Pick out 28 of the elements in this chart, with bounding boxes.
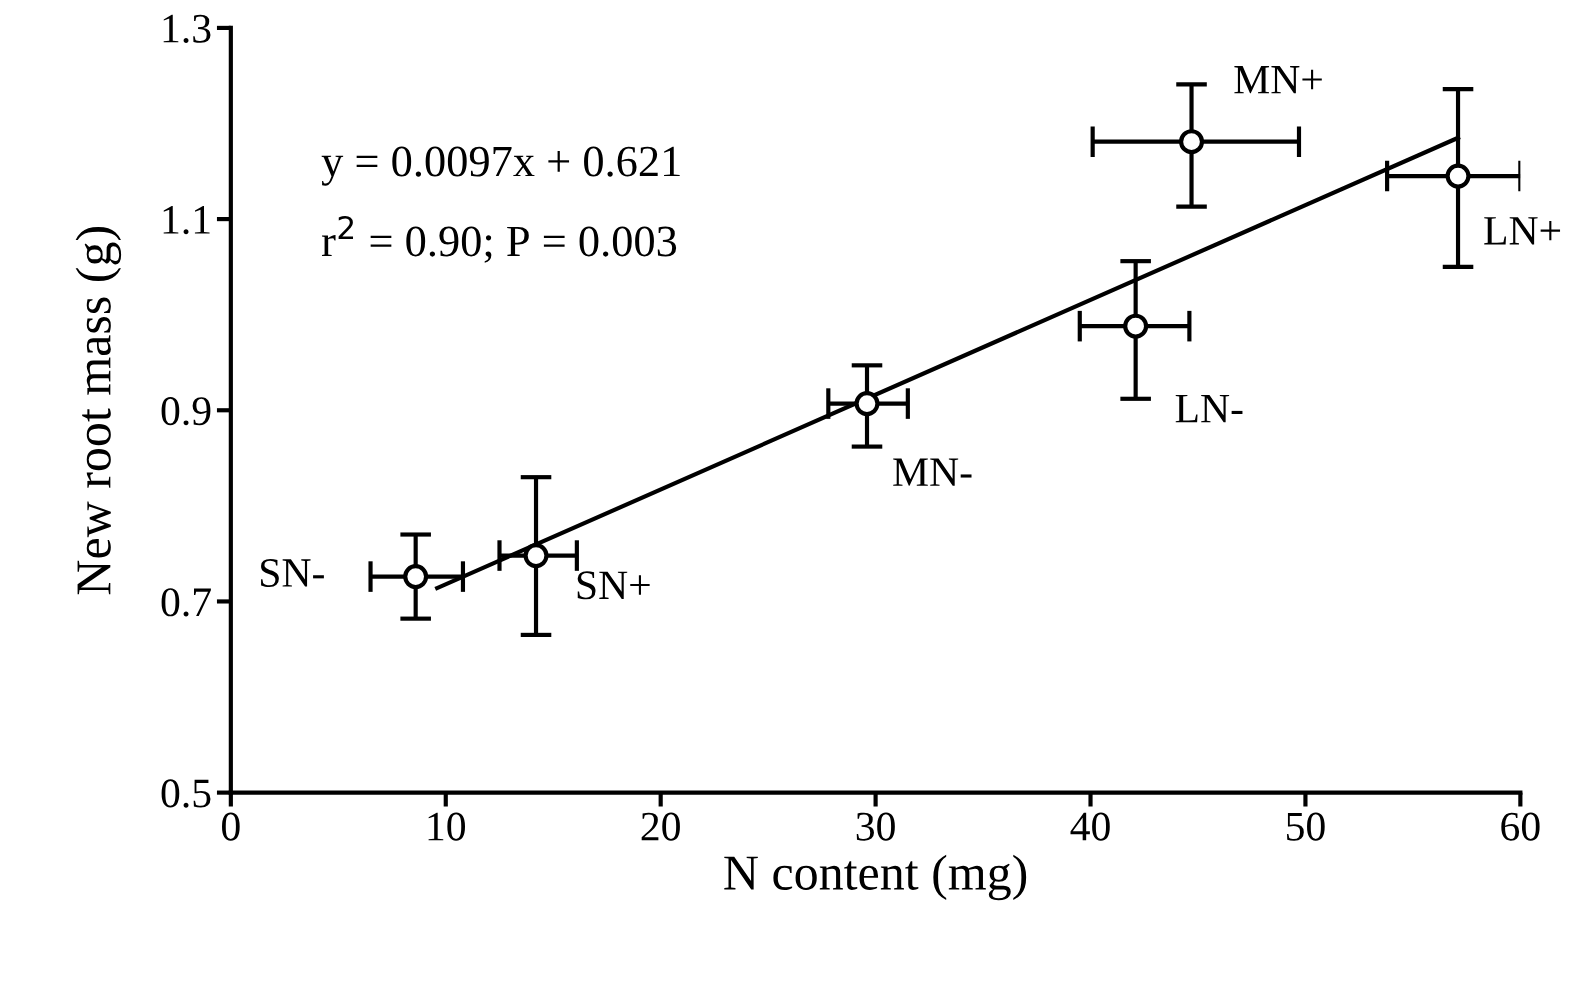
y-tick-label: 0.5	[161, 779, 211, 808]
x-axis-title: N content (mg)	[724, 854, 1027, 901]
x-tick-label: 20	[641, 812, 680, 841]
annotation: SN-	[261, 559, 324, 588]
x-tick-label: 10	[428, 812, 465, 841]
point	[403, 564, 429, 590]
y-axis-title: New root mass (g)	[75, 227, 122, 595]
annotation: MN-	[893, 458, 972, 486]
annotation: r$^{2}$ = 0.90; P = 0.003	[322, 215, 677, 263]
point	[1179, 129, 1205, 155]
annotation: MN+	[1234, 66, 1322, 94]
x-tick-label: 0	[222, 812, 240, 841]
x-tick-label: 60	[1501, 812, 1540, 841]
y-tick-label: 0.7	[161, 588, 211, 617]
annotation: LN-	[1175, 394, 1243, 423]
annotation: LN+	[1484, 217, 1561, 245]
point	[523, 543, 549, 569]
x-tick-label: 50	[1287, 812, 1325, 841]
y-tick-label: 1.3	[163, 14, 211, 43]
point	[854, 391, 880, 417]
y-tick-label: 1.1	[163, 206, 210, 235]
x-tick-label: 30	[856, 812, 895, 841]
y-tick-label: 0.9	[161, 397, 211, 426]
annotation: SN+	[577, 571, 650, 600]
x-tick-label: 40	[1070, 812, 1110, 841]
annotation: y = 0.0097x + 0.621	[321, 146, 680, 186]
point	[1123, 313, 1149, 339]
point	[1445, 163, 1471, 189]
